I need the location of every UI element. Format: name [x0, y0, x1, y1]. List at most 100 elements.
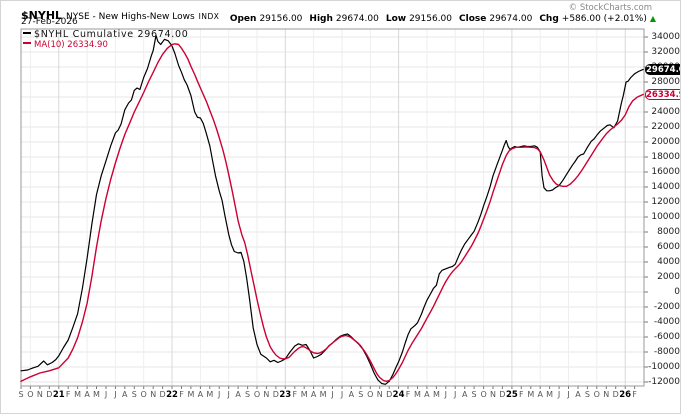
quote-field-label: Low	[385, 14, 407, 24]
y-tick-label: 6000	[657, 242, 680, 252]
x-month-label: A	[348, 390, 355, 399]
x-month-label: M	[527, 390, 535, 399]
x-month-label: O	[593, 390, 600, 399]
index-name: NYSE - New Highs-New Lows	[66, 12, 195, 22]
x-month-label: O	[367, 390, 374, 399]
legend-item: MA(10) 26334.90	[23, 40, 188, 50]
x-month-label: M	[74, 390, 82, 399]
x-month-label: D	[499, 390, 506, 399]
x-month-label: M	[432, 390, 440, 399]
x-month-label: S	[471, 390, 477, 399]
y-tick-label: -2000	[653, 302, 680, 312]
legend-swatch	[23, 32, 31, 34]
y-tick-label: 34000	[651, 32, 680, 42]
y-tick-label: -4000	[653, 317, 680, 327]
copyright: © StockCharts.com	[568, 3, 652, 13]
symbol: $NYHL	[21, 9, 63, 22]
legend-item: $NYHL Cumulative 29674.00	[23, 30, 188, 40]
y-tick-label: 32000	[651, 47, 680, 57]
quote-field-value: 29674.00	[335, 14, 379, 24]
x-year-label: 21	[52, 390, 65, 400]
x-month-label: S	[18, 390, 24, 399]
y-tick-label: 18000	[651, 152, 680, 162]
y-tick-label: 2000	[657, 272, 680, 282]
x-month-label: D	[272, 390, 279, 399]
legend-label: MA(10) 26334.90	[34, 40, 108, 50]
x-month-label: M	[300, 390, 308, 399]
x-year-label: 24	[392, 390, 405, 400]
y-tick-label: 28000	[651, 77, 680, 87]
chart-header: $NYHL NYSE - New Highs-New Lows INDX	[21, 4, 219, 23]
quote-field-label: Chg	[539, 14, 559, 24]
x-month-label: S	[358, 390, 364, 399]
x-month-label: N	[150, 390, 157, 399]
x-month-label: F	[179, 390, 184, 399]
y-tick-label: 22000	[651, 122, 680, 132]
chart-date: 27-Feb-2026	[21, 17, 78, 27]
x-month-label: J	[114, 390, 117, 399]
last-price-label: 29674.00	[645, 63, 680, 75]
x-month-label: F	[518, 390, 524, 399]
x-month-label: O	[480, 390, 487, 399]
x-year-label: 23	[279, 390, 292, 400]
y-tick-label: 0	[674, 287, 680, 297]
x-month-label: S	[584, 390, 590, 399]
x-month-label: N	[263, 390, 270, 399]
y-tick-label: 4000	[657, 257, 680, 267]
x-month-label: M	[319, 390, 327, 399]
x-month-label: M	[414, 390, 421, 399]
x-month-label: J	[454, 390, 457, 399]
x-month-label: M	[93, 390, 100, 399]
x-month-label: D	[386, 390, 393, 399]
x-month-label: D	[46, 390, 53, 399]
change-direction-icon: ▲	[649, 14, 656, 23]
x-month-label: M	[546, 390, 554, 399]
x-month-label: J	[340, 390, 344, 399]
x-month-label: M	[187, 390, 195, 399]
x-year-label: 22	[166, 390, 178, 400]
x-month-label: J	[331, 390, 334, 399]
quote-bar: Open 29156.00 High 29674.00 Low 29156.00 Close…	[223, 14, 656, 24]
x-month-label: J	[227, 390, 230, 399]
x-month-label: J	[444, 390, 447, 399]
y-tick-label: 12000	[651, 197, 680, 207]
legend-swatch	[23, 42, 31, 44]
y-tick-label: 20000	[651, 137, 680, 147]
x-month-label: A	[84, 390, 90, 399]
quote-field-label: Open	[229, 14, 257, 24]
y-tick-label: 10000	[651, 212, 680, 222]
y-tick-label: -8000	[653, 347, 680, 357]
x-month-label: F	[632, 390, 637, 399]
x-month-label: A	[197, 390, 204, 399]
series--nyhl-cumulative	[20, 34, 644, 385]
x-month-label: O	[253, 390, 261, 399]
x-month-label: M	[206, 390, 214, 399]
x-month-label: A	[235, 390, 241, 399]
x-month-label: J	[557, 390, 561, 399]
x-year-label: 26	[619, 390, 632, 400]
x-month-label: F	[292, 390, 298, 399]
x-month-label: A	[537, 390, 543, 399]
x-month-label: S	[245, 390, 251, 399]
legend: $NYHL Cumulative 29674.00 MA(10) 26334.90	[23, 30, 188, 50]
x-month-label: A	[461, 390, 468, 399]
x-month-label: O	[140, 390, 147, 399]
x-month-label: A	[122, 390, 128, 399]
y-tick-label: -6000	[653, 332, 680, 342]
y-tick-label: 24000	[651, 107, 680, 117]
exchange-tag: INDX	[198, 12, 220, 21]
x-month-label: N	[36, 390, 43, 399]
y-tick-label: -12000	[648, 377, 680, 387]
x-month-label: J	[567, 390, 570, 399]
quote-field-value: +586.00 (+2.01%)	[561, 14, 647, 24]
y-tick-label: -10000	[648, 362, 680, 372]
x-month-label: A	[424, 390, 430, 399]
x-month-label: F	[65, 390, 71, 399]
x-year-label: 25	[505, 390, 518, 400]
quote-field-value: 29156.00	[259, 14, 303, 24]
x-month-label: S	[131, 390, 137, 399]
quote-field-value: 29156.00	[409, 14, 453, 24]
y-tick-label: 14000	[651, 182, 680, 192]
